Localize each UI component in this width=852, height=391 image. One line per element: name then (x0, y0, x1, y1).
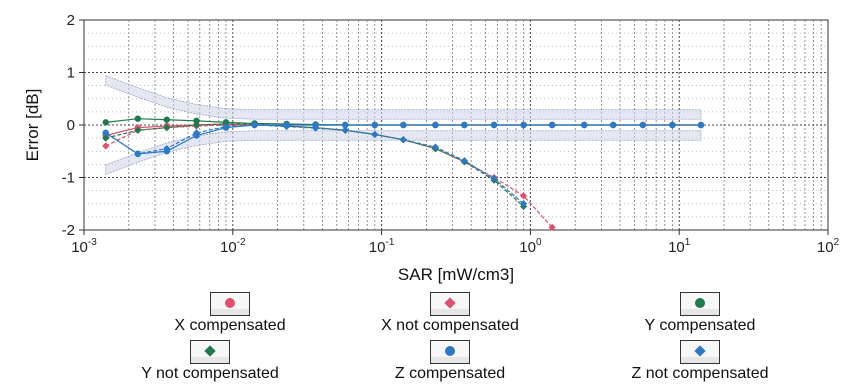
series-point-1 (102, 142, 110, 150)
series-group (102, 115, 705, 231)
x-tick-label: 101 (668, 237, 691, 256)
y-tick-label: 2 (67, 12, 75, 29)
series-point-4 (490, 121, 498, 129)
series-point-5 (134, 150, 142, 158)
legend-item-x-compensated: X compensated (100, 292, 360, 335)
series-point-5 (250, 121, 259, 129)
y-tick-label: 1 (67, 65, 75, 82)
y-tick-label: -2 (62, 222, 75, 239)
x-tick-label: 102 (817, 237, 840, 256)
series-point-5 (371, 130, 379, 139)
series-point-4 (697, 121, 705, 129)
series-point-4 (639, 121, 647, 129)
series-point-4 (342, 121, 349, 129)
series-point-4 (400, 121, 407, 129)
series-point-3 (163, 124, 171, 132)
series-point-5 (192, 129, 201, 137)
legend-label: Z compensated (394, 365, 506, 382)
y-tick-label: -1 (62, 170, 75, 187)
series-point-4 (548, 121, 556, 129)
series-point-3 (134, 126, 142, 134)
x-tick-label: 100 (519, 237, 542, 256)
series-point-4 (432, 121, 439, 129)
series-line-5 (105, 124, 524, 205)
series-point-5 (102, 129, 110, 137)
series-point-4 (371, 121, 378, 129)
legend-label: Z not compensated (631, 365, 769, 382)
x-axis-title: SAR [mW/cm3] (398, 265, 514, 284)
series-point-4 (461, 121, 468, 129)
series-point-4 (669, 121, 676, 129)
legend-swatch (680, 292, 720, 316)
legend-swatch (190, 340, 230, 364)
series-point-5 (283, 122, 291, 131)
series-point-1 (548, 223, 556, 231)
series-point-2 (163, 116, 170, 123)
legend-label: X not compensated (381, 317, 519, 334)
series-point-2 (193, 117, 200, 125)
legend-label: X compensated (174, 317, 286, 334)
series-point-5 (431, 143, 440, 151)
legend-item-z-compensated: Z compensated (320, 340, 580, 383)
series-point-5 (460, 157, 468, 165)
legend: X compensated X not compensated Y compen… (0, 290, 852, 391)
series-point-4 (581, 121, 588, 129)
band-upper (105, 75, 702, 120)
series-point-1 (519, 192, 528, 200)
series-point-5 (399, 136, 407, 144)
x-tick-label: 10-3 (71, 237, 97, 256)
legend-label: Y compensated (644, 317, 756, 334)
series-point-5 (311, 124, 320, 132)
series-point-5 (341, 126, 349, 134)
x-tick-label: 10-2 (220, 237, 246, 256)
series-point-3 (192, 121, 201, 129)
legend-swatch (680, 340, 720, 364)
y-axis-title: Error [dB] (23, 89, 42, 162)
legend-item-y-compensated: Y compensated (570, 292, 830, 335)
legend-swatch (210, 292, 250, 316)
x-tick-label: 10-1 (369, 237, 395, 256)
legend-item-y-not-compensated: Y not compensated (80, 340, 340, 383)
x-axis-ticks: 10-3 10-2 10-1 100 101 102 (71, 230, 840, 256)
legend-label: Y not compensated (141, 365, 279, 382)
legend-item-z-not-compensated: Z not compensated (570, 340, 830, 383)
legend-swatch (430, 292, 470, 316)
series-point-2 (102, 119, 109, 126)
y-axis-ticks: 2 1 0 -1 -2 (62, 12, 84, 239)
series-point-5 (490, 174, 498, 183)
chart: 10-3 10-2 10-1 100 101 102 210-1-2 SAR [mW/cm… (23, 12, 840, 284)
series-point-5 (163, 145, 171, 153)
series-point-4 (520, 121, 527, 129)
series-point-3 (102, 134, 110, 142)
series-point-2 (134, 115, 142, 122)
series-point-5 (519, 200, 528, 208)
series-point-5 (222, 122, 230, 131)
legend-item-x-not-compensated: X not compensated (320, 292, 580, 335)
series-point-4 (609, 121, 617, 129)
legend-swatch (430, 340, 470, 364)
y-tick-label: 0 (67, 117, 75, 134)
